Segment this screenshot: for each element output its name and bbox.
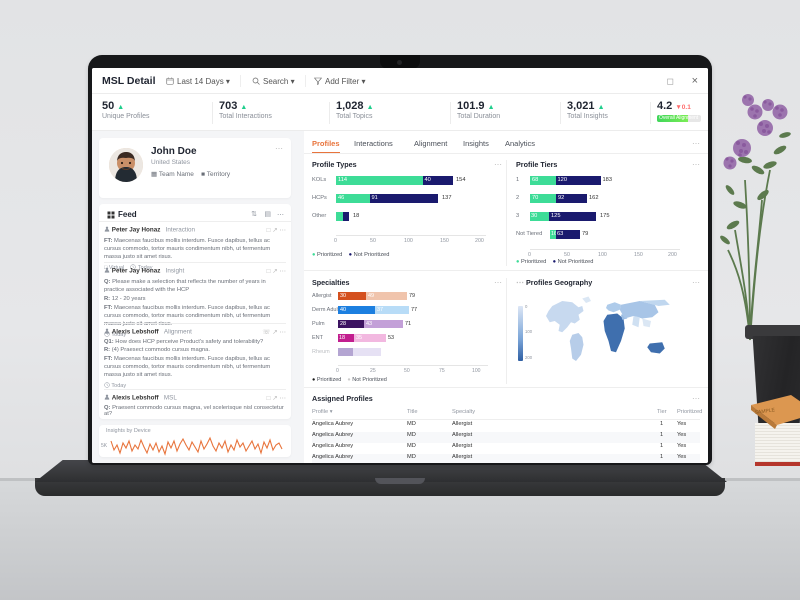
svg-text:5K: 5K bbox=[101, 443, 108, 449]
